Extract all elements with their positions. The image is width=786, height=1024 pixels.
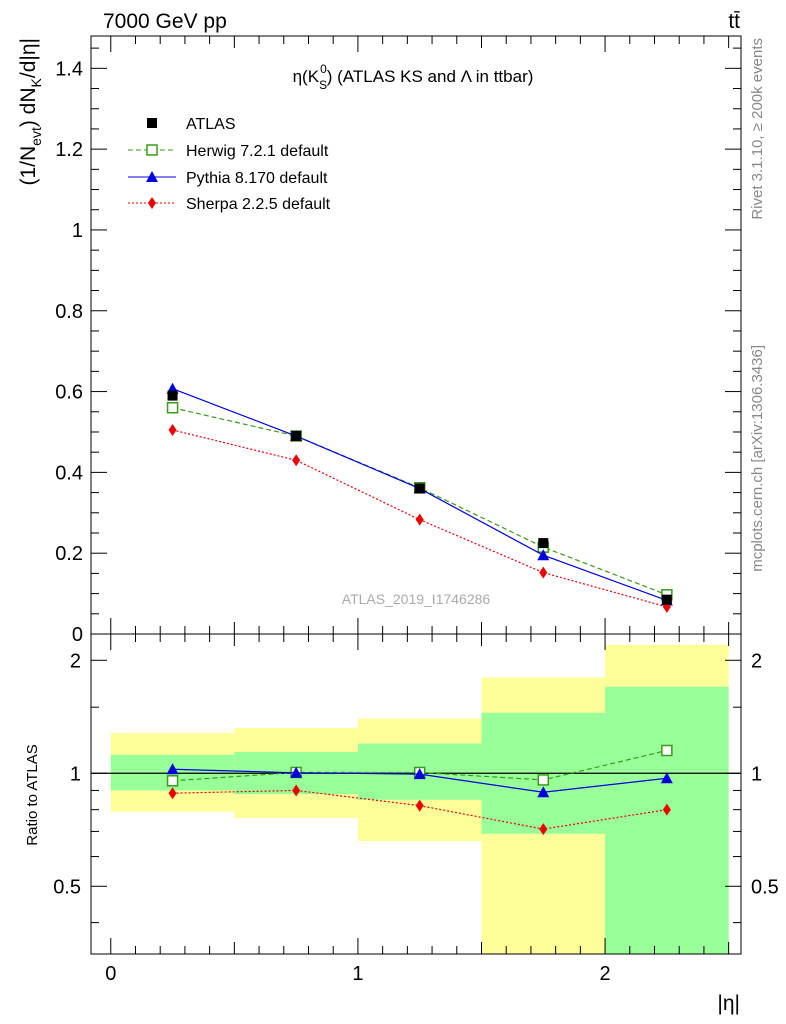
main-line-pythia: [172, 388, 668, 602]
analysis-watermark: ATLAS_2019_I1746286: [342, 591, 491, 607]
ratio-point-sherpa: [415, 799, 424, 812]
main-ticks: 0 0.2 0.4 0.6 0.8 1 1.2 1.4: [55, 36, 741, 646]
main-point-herwig: [166, 401, 179, 414]
main-panel: 0 0.2 0.4 0.6 0.8 1 1.2 1.4 η(KS0) (ATLAS KS an…: [17, 35, 742, 646]
ratio-point-pythia: [290, 766, 303, 778]
ratio-point-pythia: [413, 768, 426, 780]
legend-entry-sherpa: Sherpa 2.2.5 default: [128, 196, 331, 213]
ratio-ticks: 0 1 2 0.5 0.5 1 1 2 2: [53, 634, 779, 985]
legend-pythia-marker: [146, 171, 158, 182]
rivet-label: Rivet 3.1.10, ≥ 200k events: [749, 38, 766, 220]
ratio-ytick-label-right: 1: [751, 763, 762, 785]
main-ytick-label: 0.8: [55, 301, 83, 323]
process-label: tt̄: [728, 10, 740, 33]
ratio-bands: [91, 644, 741, 954]
main-ytick-label: 1.2: [55, 139, 83, 161]
ratio-ytick-label-right: 0.5: [751, 876, 779, 898]
main-point-atlas: [167, 390, 178, 401]
ratio-point-sherpa: [292, 784, 301, 797]
legend-entry-atlas: ATLAS: [147, 116, 236, 133]
main-ytick-label: 0.4: [55, 462, 83, 484]
ratio-ytick-label: 0.5: [53, 876, 81, 898]
ratio-point-herwig: [166, 775, 179, 787]
ratio-ytick-label-right: 2: [751, 650, 762, 672]
main-line-herwig: [172, 407, 668, 596]
legend-sherpa-marker: [148, 197, 156, 209]
main-point-sherpa: [292, 454, 301, 467]
legend-entry-pythia: Pythia 8.170 default: [128, 170, 328, 187]
ratio-marks: [166, 744, 673, 836]
ratio-ylabel: Ratio to ATLAS: [24, 744, 41, 845]
ratio-point-pythia: [166, 763, 179, 775]
ratio-line-herwig: [172, 749, 667, 782]
ratio-panel: 0 1 2 0.5 0.5 1 1 2 2 Ratio to ATLAS |η|: [24, 633, 779, 1015]
legend-atlas-label: ATLAS: [186, 116, 236, 133]
legend-atlas-marker: [147, 118, 157, 128]
ratio-band-green: [605, 686, 729, 954]
legend: ATLAS Herwig 7.2.1 default Pythia 8.170 …: [128, 116, 331, 213]
ratio-frame: [90, 633, 742, 955]
main-point-atlas: [538, 538, 549, 549]
ratio-xtick-label: 1: [352, 963, 363, 985]
main-point-sherpa: [168, 423, 177, 436]
main-ytick-label: 0: [72, 624, 83, 646]
legend-herwig-label: Herwig 7.2.1 default: [186, 143, 329, 160]
main-ytick-label: 1: [72, 220, 83, 242]
main-point-atlas: [661, 594, 672, 605]
ratio-point-pythia: [660, 772, 673, 784]
main-point-pythia: [537, 549, 550, 561]
main-point-sherpa: [415, 513, 424, 526]
main-ytick-label: 1.4: [55, 58, 83, 80]
ratio-ytick-label: 1: [70, 763, 81, 785]
ratio-point-sherpa: [539, 823, 548, 836]
energy-label: 7000 GeV pp: [103, 10, 227, 33]
legend-sherpa-label: Sherpa 2.2.5 default: [186, 196, 331, 213]
main-point-atlas: [291, 431, 302, 442]
main-point-sherpa: [539, 566, 548, 579]
ratio-xtick-label: 2: [600, 963, 611, 985]
ratio-point-pythia: [537, 786, 550, 798]
ratio-ytick-label: 2: [70, 650, 81, 672]
legend-entry-herwig: Herwig 7.2.1 default: [128, 143, 329, 160]
main-title: η(KS0) (ATLAS KS and Λ in ttbar): [293, 62, 534, 92]
main-point-atlas: [414, 483, 425, 494]
main-ytick-label: 0.2: [55, 543, 83, 565]
legend-herwig-marker: [146, 144, 158, 156]
ratio-xlabel: |η|: [717, 992, 740, 1015]
main-ylabel: (1/Nevt) dNK/d|η|: [17, 38, 44, 186]
ratio-xtick-label: 0: [105, 963, 116, 985]
ratio-point-sherpa: [168, 787, 177, 800]
ratio-point-herwig: [661, 744, 673, 757]
legend-pythia-label: Pythia 8.170 default: [186, 170, 328, 187]
main-ytick-label: 0.6: [55, 382, 83, 404]
ratio-point-sherpa: [662, 803, 671, 816]
mcplots-label: mcplots.cern.ch [arXiv:1306.3436]: [749, 345, 766, 572]
main-marks: [166, 382, 673, 613]
ratio-point-herwig: [537, 774, 550, 786]
